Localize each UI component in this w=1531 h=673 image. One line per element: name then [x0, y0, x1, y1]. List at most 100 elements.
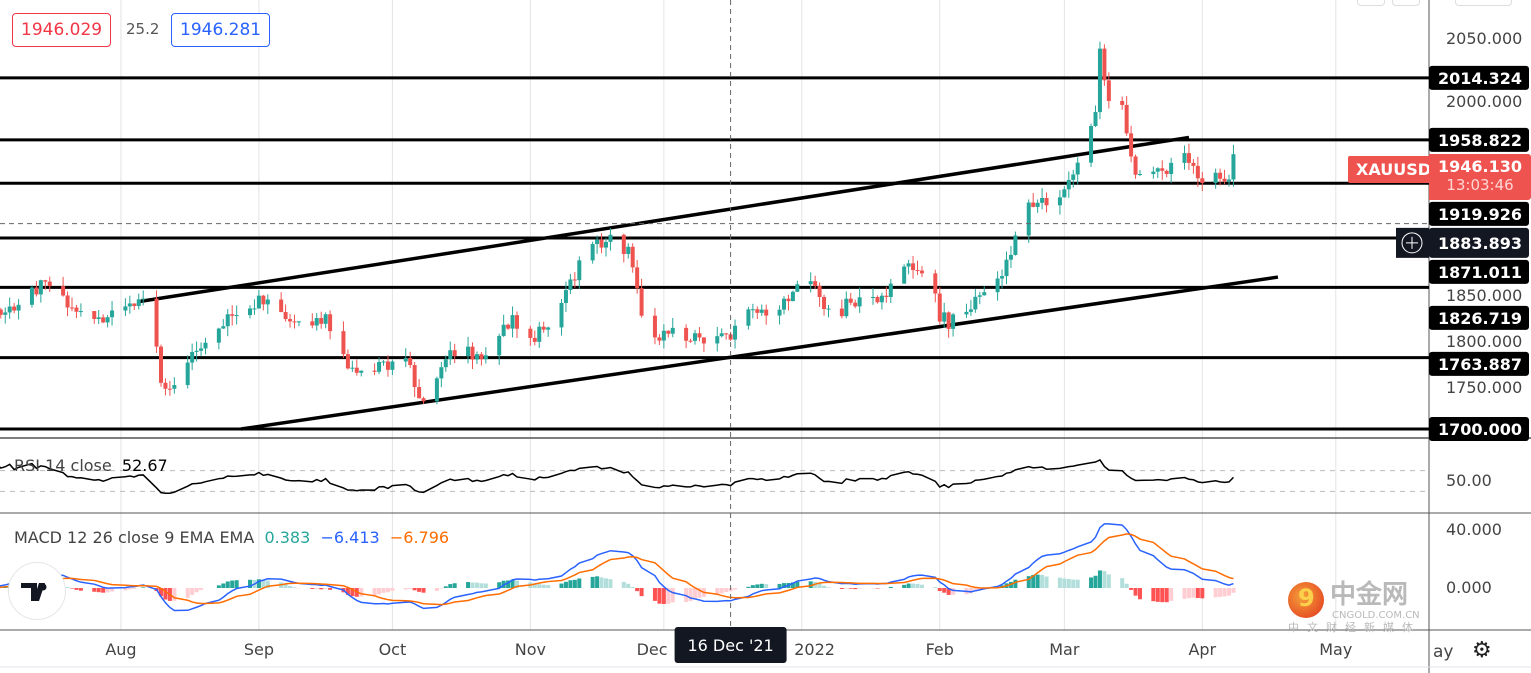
tradingview-logo-icon — [21, 583, 47, 601]
macd-histogram-bar — [1227, 588, 1231, 596]
candle-body — [933, 273, 938, 294]
candle-body — [546, 327, 551, 330]
macd-legend[interactable]: MACD 12 26 close 9 EMA EMA 0.383 −6.413 … — [14, 528, 449, 547]
gear-icon[interactable]: ⚙ — [1472, 638, 1492, 663]
macd-histogram-bar — [1097, 570, 1102, 588]
rsi-value: 52.67 — [121, 456, 168, 475]
candle-body — [279, 299, 284, 313]
macd-histogram-bar — [630, 587, 635, 588]
candle-body — [225, 314, 230, 327]
macd-histogram-bar — [159, 588, 163, 597]
macd-histogram-bar — [1218, 588, 1223, 597]
candle-body — [1155, 168, 1160, 172]
macd-histogram-bar — [65, 587, 70, 588]
time-tick-label: Apr — [1188, 640, 1216, 659]
macd-histogram-bar — [470, 582, 475, 588]
candle-body — [946, 312, 951, 329]
candle-body — [528, 328, 533, 338]
cngold-logo-icon: 9 — [1288, 582, 1324, 618]
watermark: 9 中金网 CNGOLD.COM.CN 中文财经新媒体 — [1288, 580, 1428, 636]
candle-body — [92, 311, 97, 320]
macd-histogram-bar — [1164, 588, 1169, 603]
macd-histogram-bar — [719, 588, 724, 594]
candle-body — [372, 370, 377, 372]
crosshair-date-label: 16 Dec '21 — [687, 636, 773, 655]
candle-body — [733, 325, 738, 340]
macd-histogram-bar — [755, 584, 760, 588]
macd-histogram-bar — [857, 588, 862, 589]
candle-body — [813, 281, 818, 286]
macd-histogram-bar — [568, 580, 573, 588]
candle-body — [755, 309, 760, 313]
candle-body — [684, 327, 689, 341]
macd-histogram-bar — [96, 588, 101, 593]
macd-histogram-bar — [194, 588, 199, 593]
candle-body — [421, 398, 426, 402]
price-axis[interactable]: 2050.000 2000.000 1850.000 1800.000 1750.000… — [1429, 29, 1529, 441]
sell-price-button[interactable]: 1946.029 — [12, 13, 112, 47]
channel-upper-trendline[interactable] — [138, 135, 1190, 304]
macd-histogram-bar — [1013, 579, 1018, 588]
last-price-label: 1946.130 13:03:46 — [1429, 153, 1531, 200]
macd-histogram-bar — [283, 584, 288, 588]
candle-body — [1213, 172, 1218, 184]
macd-histogram-bar — [74, 588, 79, 590]
candle-body — [1160, 168, 1165, 171]
price-tick-label: 2000.000 — [1446, 92, 1522, 111]
macd-histogram-bar — [795, 581, 800, 588]
macd-histogram-bar — [452, 583, 457, 588]
level-price-label: 1958.822 — [1438, 131, 1522, 150]
candle-body — [604, 241, 608, 248]
candle-body — [1057, 197, 1062, 206]
macd-histogram-bar — [599, 577, 604, 588]
tradingview-logo[interactable] — [8, 562, 66, 620]
trendlines[interactable] — [138, 135, 1279, 431]
macd-histogram-bar — [733, 588, 738, 590]
candle-body — [105, 317, 110, 323]
candle-body — [283, 312, 288, 320]
macd-histogram-bar — [1026, 576, 1031, 588]
candle-body — [381, 361, 386, 363]
macd-histogram-bar — [777, 583, 782, 588]
candle-body — [857, 297, 862, 307]
timezone-partial-label[interactable]: ay — [1433, 642, 1454, 662]
macd-histogram-bar — [1040, 574, 1045, 588]
candle-body — [1004, 259, 1009, 277]
level-price-label: 1871.011 — [1438, 263, 1522, 282]
plus-circle-icon[interactable] — [1401, 232, 1423, 254]
candle-body — [296, 321, 301, 323]
candle-body — [163, 382, 168, 389]
macd-histogram-bar — [1057, 577, 1062, 588]
candle-body — [417, 387, 422, 399]
rsi-legend[interactable]: RSI 14 close 52.67 — [14, 456, 168, 475]
candle-body — [715, 336, 720, 344]
macd-histogram-bar — [350, 588, 355, 597]
candle-body — [697, 333, 702, 338]
candle-body — [248, 308, 252, 316]
candle-body — [541, 326, 546, 330]
candle-body — [635, 267, 640, 289]
candle-body — [1075, 162, 1080, 175]
candle-body — [919, 270, 924, 274]
toolbar-button[interactable] — [1357, 0, 1385, 6]
candle-body — [1089, 126, 1094, 163]
macd-histogram-bar — [123, 588, 128, 591]
macd-histogram-bar — [759, 583, 764, 588]
candle-body — [350, 367, 355, 369]
macd-histogram-bar — [1169, 588, 1174, 601]
macd-histogram-bar — [688, 588, 693, 602]
macd-histogram-bar — [839, 588, 844, 590]
channel-lower-trendline[interactable] — [240, 275, 1279, 431]
time-axis[interactable]: Aug Sep Oct Nov Dec 2022 Feb Mar Apr May — [0, 640, 1531, 668]
candle-body — [265, 299, 270, 305]
buy-price-button[interactable]: 1946.281 — [171, 13, 271, 47]
time-tick-label: Mar — [1049, 640, 1080, 659]
toolbar-button[interactable] — [1392, 0, 1420, 6]
toolbar-button[interactable] — [1455, 0, 1512, 6]
candle-body — [385, 361, 390, 370]
horizontal-levels[interactable] — [0, 76, 1429, 431]
candle-body — [341, 331, 346, 355]
candle-body — [902, 266, 907, 284]
candle-body — [323, 314, 328, 324]
